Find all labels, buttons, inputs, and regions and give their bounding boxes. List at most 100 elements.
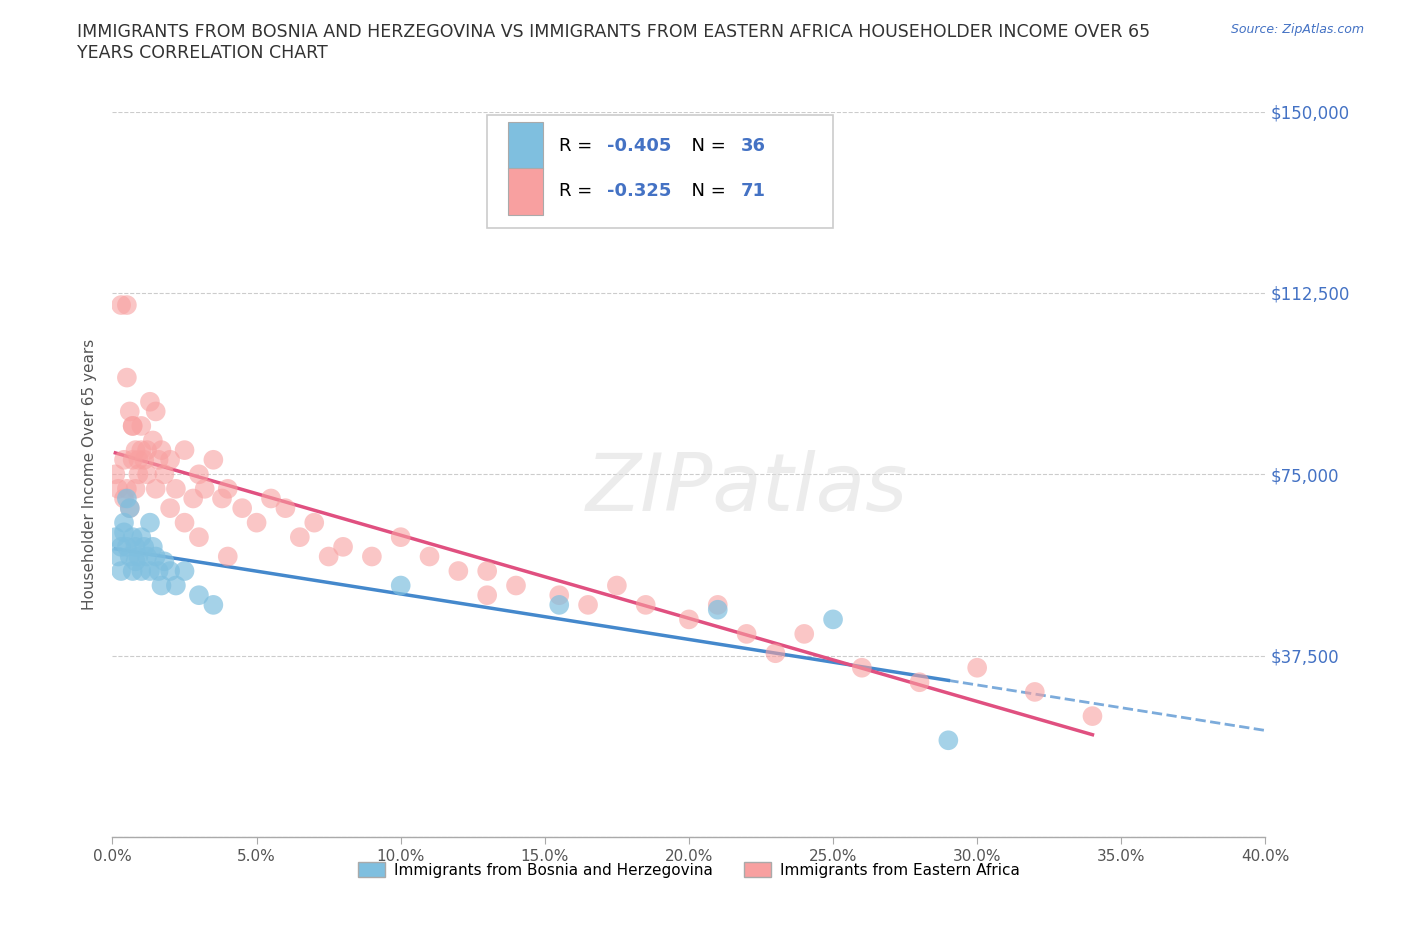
Point	[121, 564, 143, 578]
Point	[188, 530, 211, 545]
Point	[124, 443, 146, 458]
Text: ZIPatlas: ZIPatlas	[585, 450, 908, 528]
Point	[505, 578, 527, 593]
Point	[139, 515, 162, 530]
Point	[145, 404, 167, 418]
Point	[181, 491, 204, 506]
Point	[634, 597, 657, 612]
Text: 71: 71	[741, 182, 766, 200]
Point	[548, 597, 571, 612]
Point	[104, 530, 127, 545]
Point	[139, 564, 162, 578]
Point	[124, 554, 146, 569]
Point	[150, 443, 173, 458]
Point	[115, 370, 138, 385]
Text: R =: R =	[558, 182, 598, 200]
Point	[127, 549, 149, 564]
Point	[173, 515, 195, 530]
Text: -0.325: -0.325	[607, 182, 672, 200]
Point	[112, 525, 135, 539]
Point	[793, 627, 815, 642]
Point	[139, 394, 162, 409]
Point	[606, 578, 628, 593]
Point	[188, 467, 211, 482]
Y-axis label: Householder Income Over 65 years: Householder Income Over 65 years	[82, 339, 97, 610]
Point	[134, 452, 156, 467]
Point	[115, 298, 138, 312]
Point	[274, 500, 297, 515]
Point	[765, 645, 787, 660]
Point	[110, 564, 132, 578]
Point	[129, 418, 153, 433]
Point	[389, 578, 412, 593]
Point	[145, 482, 167, 497]
Point	[107, 549, 129, 564]
Point	[194, 482, 217, 497]
Point	[118, 549, 141, 564]
Point	[129, 530, 153, 545]
Text: Source: ZipAtlas.com: Source: ZipAtlas.com	[1230, 23, 1364, 36]
Point	[1024, 684, 1046, 699]
Point	[202, 452, 225, 467]
Point	[107, 482, 129, 497]
Point	[121, 452, 143, 467]
Point	[821, 612, 844, 627]
Text: -0.405: -0.405	[607, 137, 672, 154]
Point	[136, 549, 159, 564]
Point	[576, 597, 599, 612]
Point	[136, 467, 159, 482]
Point	[211, 491, 233, 506]
Point	[150, 578, 173, 593]
Point	[121, 530, 143, 545]
Point	[188, 588, 211, 603]
Point	[124, 482, 146, 497]
Point	[153, 467, 176, 482]
Point	[318, 549, 340, 564]
FancyBboxPatch shape	[488, 115, 832, 228]
Point	[165, 578, 187, 593]
Point	[304, 515, 326, 530]
Point	[548, 588, 571, 603]
Point	[121, 418, 143, 433]
Point	[1081, 709, 1104, 724]
Point	[112, 452, 135, 467]
Point	[217, 482, 239, 497]
Point	[136, 443, 159, 458]
Point	[124, 539, 146, 554]
Point	[966, 660, 988, 675]
Point	[475, 588, 499, 603]
Point	[112, 491, 135, 506]
Point	[360, 549, 382, 564]
Point	[118, 500, 141, 515]
Point	[419, 549, 441, 564]
Text: N =: N =	[679, 137, 731, 154]
Point	[678, 612, 700, 627]
Point	[202, 597, 225, 612]
Point	[127, 452, 149, 467]
FancyBboxPatch shape	[508, 122, 543, 169]
Point	[936, 733, 959, 748]
Text: N =: N =	[679, 182, 731, 200]
Point	[118, 500, 141, 515]
Point	[707, 603, 730, 618]
Point	[110, 539, 132, 554]
Point	[231, 500, 253, 515]
Point	[389, 530, 412, 545]
Point	[165, 482, 187, 497]
Point	[159, 500, 181, 515]
Point	[173, 564, 195, 578]
Point	[153, 554, 176, 569]
Point	[148, 452, 170, 467]
Point	[159, 452, 181, 467]
Point	[118, 404, 141, 418]
Point	[173, 443, 195, 458]
Point	[115, 491, 138, 506]
Point	[332, 539, 354, 554]
Point	[127, 467, 149, 482]
Text: 36: 36	[741, 137, 766, 154]
Point	[159, 564, 181, 578]
Point	[112, 515, 135, 530]
Point	[908, 675, 931, 690]
Point	[447, 564, 470, 578]
Point	[110, 298, 132, 312]
